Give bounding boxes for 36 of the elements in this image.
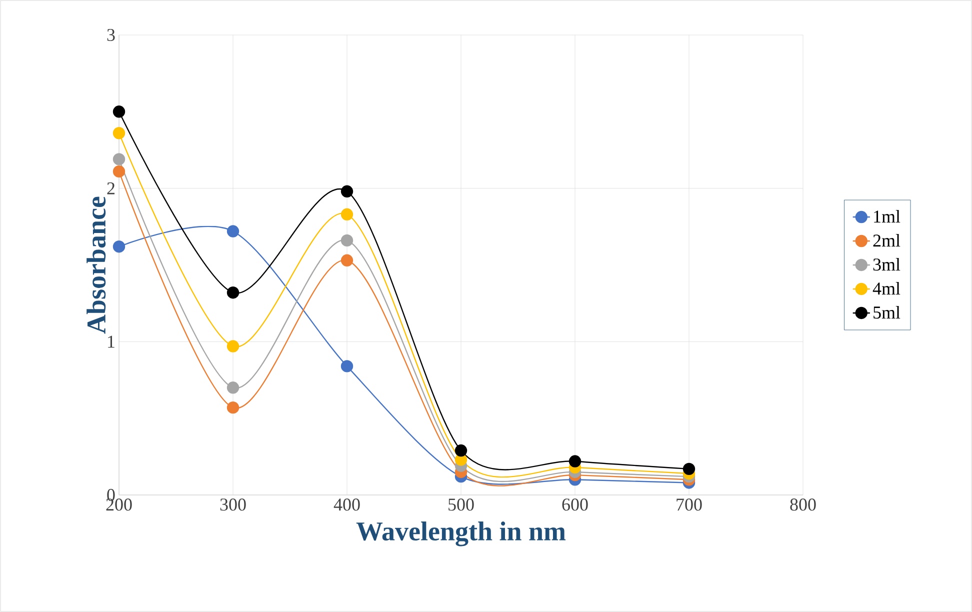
- x-tick-label: 300: [220, 498, 246, 511]
- y-axis-title: Absorbance: [86, 196, 106, 334]
- point: [340, 360, 354, 372]
- y-tick-label: 3: [107, 28, 115, 42]
- point: [340, 208, 354, 220]
- point: [226, 340, 240, 352]
- x-tick-label: 500: [448, 498, 474, 511]
- y-tick-label: 1: [108, 336, 114, 348]
- y-tick-label: 2: [107, 182, 114, 194]
- legend-label: 5ml: [874, 306, 900, 319]
- point: [112, 165, 126, 178]
- legend-label: 2ml: [873, 234, 900, 246]
- point: [454, 444, 468, 457]
- x-tick-label: 800: [790, 498, 816, 511]
- legend-label: 3ml: [873, 258, 900, 271]
- point: [226, 225, 240, 238]
- point: [682, 462, 696, 476]
- point: [340, 185, 354, 198]
- point: [226, 286, 240, 299]
- x-tick-label: 600: [562, 498, 588, 511]
- legend-label: 1ml: [874, 210, 900, 223]
- legend-label: 4ml: [872, 282, 900, 294]
- y-tick-label: 0: [107, 488, 115, 502]
- point: [112, 240, 126, 253]
- point: [226, 382, 240, 394]
- point: [226, 401, 240, 414]
- x-tick-label: 400: [334, 498, 360, 511]
- x-tick-label: 200: [106, 498, 132, 511]
- point: [112, 127, 126, 140]
- point: [340, 254, 354, 266]
- point: [112, 153, 126, 166]
- point: [568, 455, 582, 468]
- point: [340, 234, 354, 247]
- x-tick-label: 700: [676, 498, 702, 511]
- point: [112, 106, 126, 118]
- x-axis-title: Wavelength in nm: [356, 522, 566, 546]
